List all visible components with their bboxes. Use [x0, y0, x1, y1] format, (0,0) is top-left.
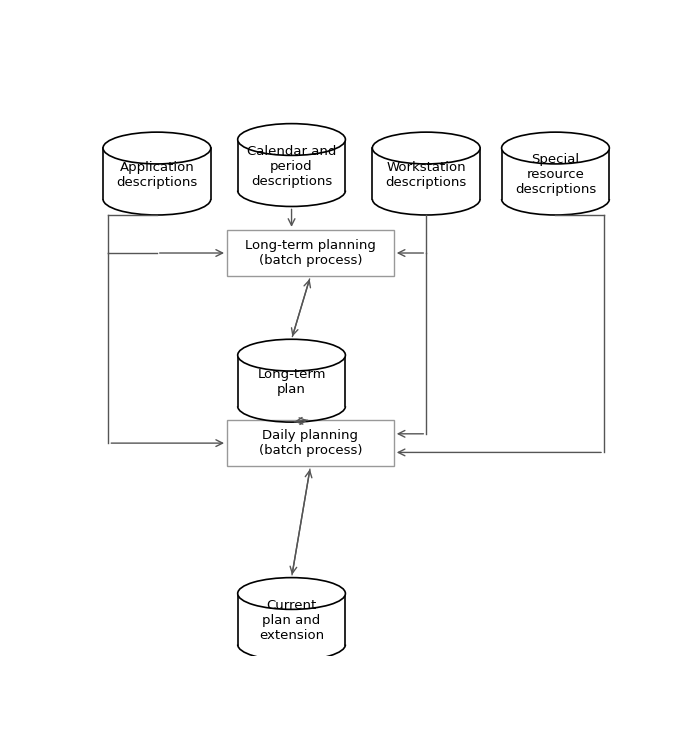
Text: Daily planning
(batch process): Daily planning (batch process)	[259, 429, 362, 457]
FancyBboxPatch shape	[373, 148, 480, 199]
FancyBboxPatch shape	[238, 355, 345, 406]
Text: Current
plan and
extension: Current plan and extension	[259, 598, 324, 642]
FancyBboxPatch shape	[103, 148, 211, 199]
Ellipse shape	[238, 578, 345, 609]
Text: Special
resource
descriptions: Special resource descriptions	[515, 153, 596, 196]
Ellipse shape	[103, 132, 211, 164]
FancyBboxPatch shape	[502, 148, 610, 199]
Ellipse shape	[373, 132, 480, 164]
FancyBboxPatch shape	[238, 139, 345, 191]
Text: Long-term planning
(batch process): Long-term planning (batch process)	[245, 239, 376, 267]
Text: Long-term
plan: Long-term plan	[257, 368, 326, 396]
FancyBboxPatch shape	[238, 593, 345, 645]
FancyBboxPatch shape	[227, 420, 394, 467]
Ellipse shape	[238, 339, 345, 371]
Ellipse shape	[502, 132, 610, 164]
Text: Application
descriptions: Application descriptions	[116, 161, 197, 189]
Text: Calendar and
period
descriptions: Calendar and period descriptions	[247, 144, 336, 188]
Ellipse shape	[238, 124, 345, 156]
Text: Workstation
descriptions: Workstation descriptions	[386, 161, 467, 189]
FancyBboxPatch shape	[227, 230, 394, 276]
